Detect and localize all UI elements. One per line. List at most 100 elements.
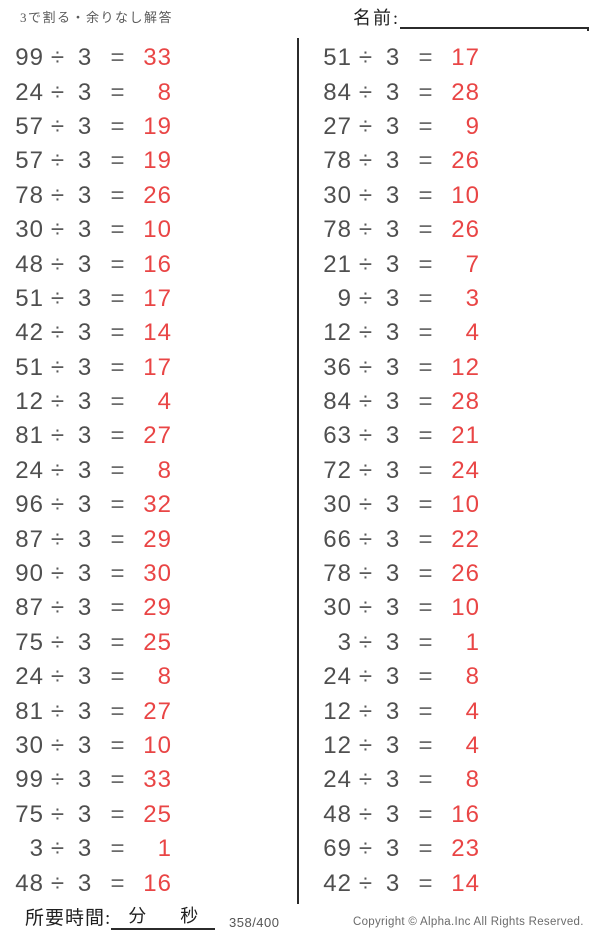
equals-sign: = — [418, 181, 434, 209]
problem-row: 66 ÷ 3 = 22 — [308, 522, 480, 556]
equals-sign: = — [110, 353, 126, 381]
problem-row: 69 ÷ 3 = 23 — [308, 832, 480, 866]
divisor: 3 — [77, 216, 93, 244]
problem-row: 42 ÷ 3 = 14 — [308, 866, 480, 900]
divide-sign: ÷ — [358, 422, 374, 450]
divisor: 3 — [385, 147, 401, 175]
divide-sign: ÷ — [358, 456, 374, 484]
divide-sign: ÷ — [358, 216, 374, 244]
answer: 4 — [465, 319, 480, 347]
divisor: 3 — [77, 422, 93, 450]
problem-column-left: 99 ÷ 3 = 33 24 ÷ 3 = 8 57 ÷ 3 = 19 57 ÷ 3 = 19 78 ÷ 3 = 26 30 ÷ 3 = 1… — [0, 41, 172, 901]
name-field: 名前: — [353, 5, 590, 31]
divisor: 3 — [385, 766, 401, 794]
divide-sign: ÷ — [358, 44, 374, 72]
answer: 10 — [451, 181, 480, 209]
equals-sign: = — [418, 800, 434, 828]
problem-row: 30 ÷ 3 = 10 — [0, 729, 172, 763]
dividend: 75 — [15, 800, 44, 828]
divisor: 3 — [385, 319, 401, 347]
divisor: 3 — [77, 284, 93, 312]
dividend: 57 — [15, 112, 44, 140]
dividend: 99 — [15, 766, 44, 794]
equals-sign: = — [110, 112, 126, 140]
divisor: 3 — [385, 663, 401, 691]
divide-sign: ÷ — [50, 628, 66, 656]
problem-row: 87 ÷ 3 = 29 — [0, 591, 172, 625]
equals-sign: = — [110, 800, 126, 828]
dividend: 48 — [15, 250, 44, 278]
dividend: 90 — [15, 560, 44, 588]
dividend: 42 — [323, 869, 352, 897]
divisor: 3 — [77, 628, 93, 656]
divisor: 3 — [385, 284, 401, 312]
dividend: 78 — [323, 147, 352, 175]
dividend: 51 — [323, 44, 352, 72]
dividend: 42 — [15, 319, 44, 347]
answer: 8 — [157, 663, 172, 691]
divide-sign: ÷ — [50, 388, 66, 416]
divisor: 3 — [77, 181, 93, 209]
answer: 22 — [451, 525, 480, 553]
answer: 4 — [157, 388, 172, 416]
column-divider — [297, 38, 299, 904]
divide-sign: ÷ — [358, 525, 374, 553]
dividend: 84 — [323, 388, 352, 416]
dividend: 87 — [15, 525, 44, 553]
dividend: 96 — [15, 491, 44, 519]
problem-row: 24 ÷ 3 = 8 — [0, 454, 172, 488]
divide-sign: ÷ — [358, 491, 374, 519]
answer: 10 — [143, 216, 172, 244]
dividend: 66 — [323, 525, 352, 553]
divisor: 3 — [385, 594, 401, 622]
equals-sign: = — [418, 78, 434, 106]
answer: 10 — [451, 594, 480, 622]
divide-sign: ÷ — [358, 319, 374, 347]
divisor: 3 — [77, 663, 93, 691]
answer: 1 — [157, 835, 172, 863]
problem-row: 72 ÷ 3 = 24 — [308, 454, 480, 488]
divisor: 3 — [77, 250, 93, 278]
equals-sign: = — [110, 491, 126, 519]
problem-row: 12 ÷ 3 = 4 — [0, 385, 172, 419]
divide-sign: ÷ — [50, 869, 66, 897]
dividend: 75 — [15, 628, 44, 656]
dividend: 48 — [323, 800, 352, 828]
dividend: 27 — [323, 112, 352, 140]
answer: 26 — [143, 181, 172, 209]
equals-sign: = — [110, 732, 126, 759]
divide-sign: ÷ — [50, 353, 66, 381]
equals-sign: = — [110, 44, 126, 72]
problem-row: 9 ÷ 3 = 3 — [308, 282, 480, 316]
problem-row: 51 ÷ 3 = 17 — [0, 351, 172, 385]
problem-row: 30 ÷ 3 = 10 — [308, 179, 480, 213]
divisor: 3 — [385, 422, 401, 450]
answer: 16 — [143, 869, 172, 897]
dividend: 36 — [323, 353, 352, 381]
divisor: 3 — [77, 78, 93, 106]
divide-sign: ÷ — [50, 456, 66, 484]
dividend: 12 — [323, 732, 352, 759]
dividend: 24 — [323, 663, 352, 691]
divide-sign: ÷ — [358, 869, 374, 897]
divisor: 3 — [385, 732, 401, 759]
equals-sign: = — [110, 216, 126, 244]
divide-sign: ÷ — [50, 250, 66, 278]
divisor: 3 — [77, 112, 93, 140]
equals-sign: = — [418, 456, 434, 484]
problem-row: 12 ÷ 3 = 4 — [308, 694, 480, 728]
equals-sign: = — [110, 835, 126, 863]
answer: 1 — [465, 628, 480, 656]
problem-row: 48 ÷ 3 = 16 — [0, 247, 172, 281]
problem-row: 30 ÷ 3 = 10 — [308, 488, 480, 522]
answer: 26 — [451, 216, 480, 244]
problem-row: 30 ÷ 3 = 10 — [0, 213, 172, 247]
dividend: 24 — [15, 456, 44, 484]
equals-sign: = — [110, 766, 126, 794]
divisor: 3 — [385, 353, 401, 381]
divisor: 3 — [385, 181, 401, 209]
answer: 17 — [143, 284, 172, 312]
equals-sign: = — [110, 525, 126, 553]
divisor: 3 — [385, 216, 401, 244]
